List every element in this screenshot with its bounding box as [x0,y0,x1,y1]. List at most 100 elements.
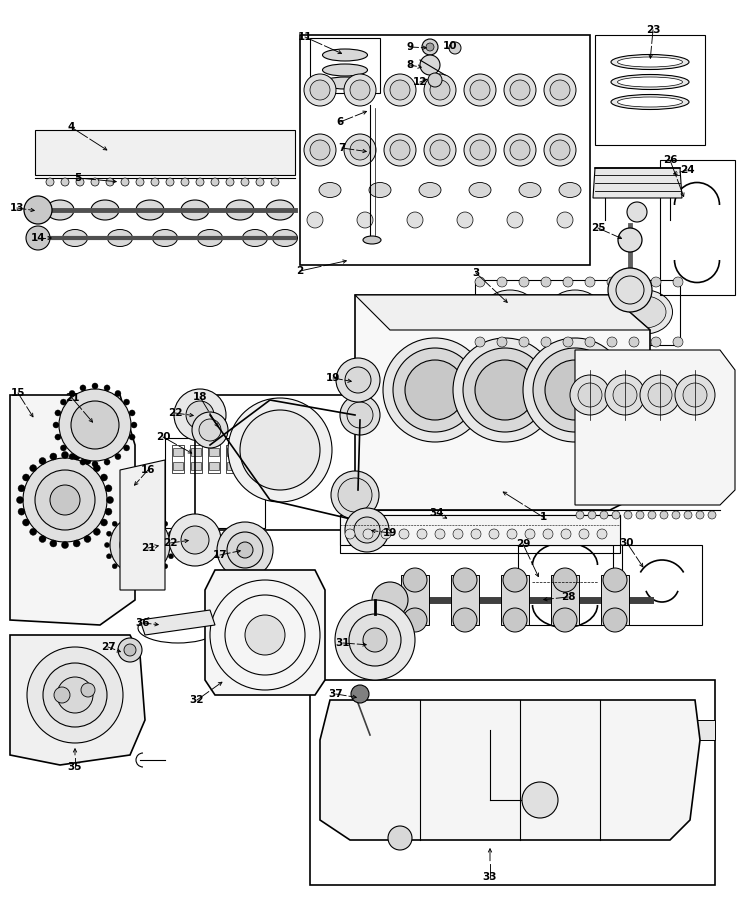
Text: 20: 20 [156,432,170,442]
Circle shape [557,212,573,228]
Circle shape [240,410,320,490]
Circle shape [640,375,680,415]
Polygon shape [355,295,650,330]
Circle shape [344,134,376,166]
Bar [450,715,485,735]
Text: 13: 13 [10,203,24,213]
Ellipse shape [40,143,60,161]
Circle shape [585,277,595,287]
Circle shape [62,542,68,548]
Circle shape [104,543,110,547]
Circle shape [93,528,100,536]
Bar [191,448,201,456]
Circle shape [384,134,416,166]
Circle shape [570,375,610,415]
Circle shape [241,178,249,186]
Circle shape [304,74,336,106]
Bar [227,448,237,456]
Bar [518,545,613,625]
Ellipse shape [624,296,666,328]
Polygon shape [10,635,145,765]
Circle shape [107,554,111,559]
Circle shape [597,529,607,539]
Circle shape [71,401,119,449]
Text: 10: 10 [443,41,457,51]
Circle shape [166,178,174,186]
Circle shape [351,685,369,703]
Ellipse shape [482,290,537,334]
Circle shape [618,228,642,252]
Circle shape [151,178,159,186]
Ellipse shape [611,94,689,110]
Circle shape [403,568,427,592]
Ellipse shape [181,200,209,220]
Circle shape [27,647,123,743]
Circle shape [256,178,264,186]
Circle shape [550,80,570,100]
Circle shape [55,410,61,416]
Circle shape [629,337,639,347]
Ellipse shape [153,230,178,247]
Ellipse shape [165,143,185,161]
Circle shape [50,540,57,547]
Circle shape [199,419,221,441]
Circle shape [522,782,558,818]
Bar [208,445,220,473]
Circle shape [121,178,129,186]
Bar [226,445,238,473]
Circle shape [545,360,605,420]
Circle shape [92,383,98,389]
Circle shape [354,517,380,543]
Bar [310,38,380,93]
Circle shape [61,178,69,186]
Circle shape [696,511,704,519]
Circle shape [613,383,637,407]
Circle shape [708,511,716,519]
Circle shape [217,522,273,578]
Bar [190,445,202,473]
Circle shape [544,74,576,106]
Ellipse shape [322,64,368,76]
Circle shape [30,464,37,472]
Circle shape [605,375,645,415]
Polygon shape [451,575,479,625]
Circle shape [181,526,209,554]
Circle shape [576,511,584,519]
Bar [209,462,219,470]
Ellipse shape [46,200,74,220]
Polygon shape [10,395,135,625]
Circle shape [84,536,91,543]
Circle shape [55,434,61,440]
Circle shape [62,452,68,458]
Text: 15: 15 [11,388,25,398]
Circle shape [310,80,330,100]
Circle shape [475,360,535,420]
Circle shape [120,525,160,565]
Circle shape [69,454,75,460]
Circle shape [510,140,530,160]
Circle shape [430,140,450,160]
Circle shape [420,55,440,75]
Text: 1: 1 [539,512,547,522]
Circle shape [430,80,450,100]
Ellipse shape [273,230,297,247]
Text: 16: 16 [141,465,156,475]
Ellipse shape [115,143,135,161]
Circle shape [307,212,323,228]
Bar [227,462,237,470]
Circle shape [121,514,126,519]
Circle shape [627,202,647,222]
Text: 26: 26 [662,155,677,165]
Circle shape [550,140,570,160]
Circle shape [648,383,672,407]
Polygon shape [320,700,700,840]
Circle shape [132,510,137,515]
Circle shape [30,528,37,536]
Circle shape [544,134,576,166]
Ellipse shape [65,143,85,161]
Text: 22: 22 [167,408,182,418]
Circle shape [541,337,551,347]
Circle shape [336,358,380,402]
Circle shape [154,572,159,576]
Circle shape [347,402,373,428]
